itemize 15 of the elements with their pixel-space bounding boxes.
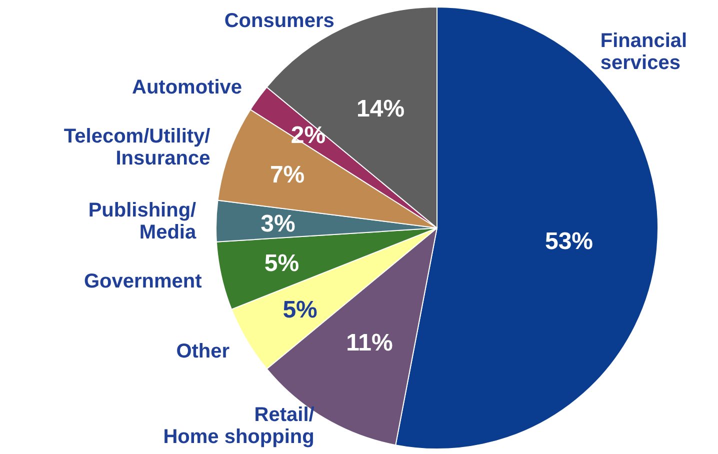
data-label: 5% (264, 250, 300, 278)
data-label: 14% (356, 95, 405, 122)
data-label: 11% (346, 330, 393, 357)
slice-label: Financial services (600, 30, 688, 74)
slice-label: Publishing/ Media (88, 199, 197, 244)
slice-label: Telecom/Utility/ Insurance (64, 125, 211, 170)
data-label: 5% (282, 296, 318, 324)
slice-label: Retail/ Home shopping (163, 404, 315, 448)
data-label: 3% (260, 210, 296, 238)
slice-label: Government (84, 270, 202, 293)
data-label: 7% (270, 162, 305, 188)
slice-label: Consumers (224, 10, 334, 32)
data-label: 53% (544, 228, 594, 255)
slice-label: Automotive (132, 76, 242, 98)
slice-label: Other (176, 340, 230, 363)
